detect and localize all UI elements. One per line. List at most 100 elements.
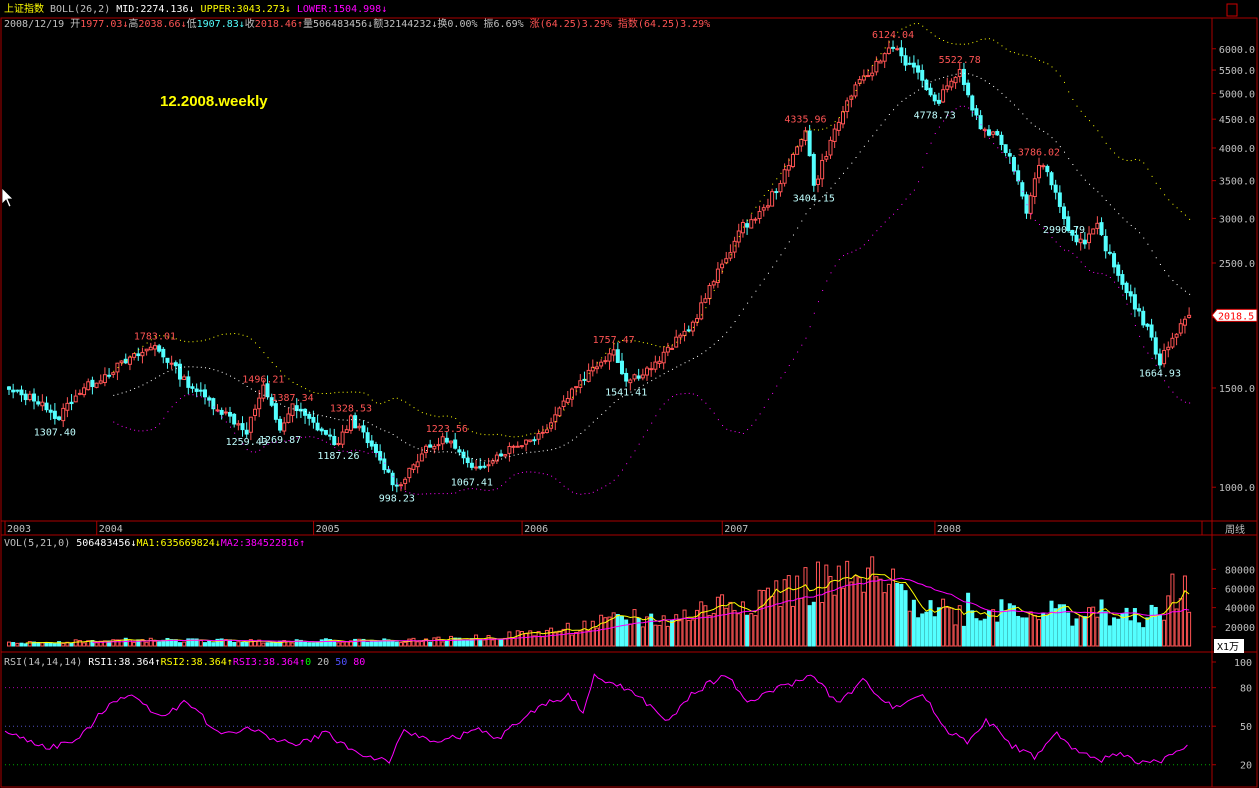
- candle-body: [461, 451, 466, 459]
- boll-lower-dot: [409, 492, 411, 494]
- boll-lower-dot: [909, 193, 911, 195]
- candles: [7, 40, 1192, 493]
- volume-bar: [69, 642, 74, 647]
- boll-upper-dot: [563, 409, 565, 411]
- volume-bar: [928, 600, 933, 647]
- boll-lower-dot: [284, 440, 286, 442]
- boll-upper-dot: [546, 427, 548, 429]
- boll-lower-dot: [788, 365, 790, 367]
- boll-lower-dot: [142, 430, 144, 432]
- boll-mid-dot: [167, 371, 169, 373]
- volume-bar: [1166, 595, 1171, 647]
- volume-bar: [636, 617, 641, 647]
- boll-lower-dot: [642, 436, 644, 438]
- volume-bar: [144, 641, 149, 647]
- boll-mid-dot: [868, 140, 870, 142]
- volume-bar: [1187, 611, 1192, 647]
- boll-lower-dot: [509, 477, 511, 479]
- boll-mid-dot: [367, 421, 369, 423]
- boll-lower-dot: [371, 451, 373, 453]
- candle-body: [228, 412, 233, 417]
- vol-unit-label: X1万: [1217, 642, 1239, 653]
- volume-bar: [82, 642, 87, 647]
- volume-bar: [728, 601, 733, 647]
- boll-lower-dot: [838, 259, 840, 261]
- price-badge-text: 2018.5: [1218, 311, 1254, 322]
- candle-body: [482, 465, 487, 468]
- volume-bar: [891, 568, 896, 647]
- boll-upper-dot: [580, 384, 582, 386]
- boll-lower-dot: [601, 487, 603, 489]
- boll-lower-dot: [492, 489, 494, 491]
- candle-body: [61, 407, 66, 422]
- boll-lower-dot: [271, 441, 273, 443]
- boll-upper-dot: [213, 336, 215, 338]
- boll-lower-dot: [325, 441, 327, 443]
- volume-bar: [866, 567, 871, 647]
- boll-upper-dot: [1189, 218, 1191, 220]
- boll-lower-dot: [513, 474, 515, 476]
- candle-body: [599, 361, 604, 367]
- watermark-title: 12.2008.weekly: [160, 93, 268, 110]
- candle-body: [928, 87, 933, 96]
- boll-upper-dot: [805, 131, 807, 133]
- volume-bar: [478, 638, 483, 647]
- candle-body: [1020, 182, 1025, 197]
- boll-mid-dot: [1180, 287, 1182, 289]
- boll-lower-dot: [655, 415, 657, 417]
- volume-bar: [1011, 605, 1016, 647]
- boll-mid-dot: [1043, 130, 1045, 132]
- boll-lower-dot: [901, 203, 903, 205]
- boll-upper-dot: [1034, 57, 1036, 59]
- boll-lower-dot: [1064, 249, 1066, 251]
- boll-upper-dot: [117, 367, 119, 369]
- boll-upper-dot: [767, 190, 769, 192]
- candle-body: [1078, 238, 1083, 244]
- boll-lower-dot: [209, 401, 211, 403]
- candle-body: [670, 347, 675, 350]
- boll-lower-dot: [375, 453, 377, 455]
- boll-lower-dot: [876, 230, 878, 232]
- volume-bar: [1016, 615, 1021, 647]
- boll-lower-dot: [538, 472, 540, 474]
- boll-lower-dot: [455, 492, 457, 494]
- boll-upper-dot: [409, 404, 411, 406]
- boll-upper-dot: [571, 396, 573, 398]
- boll-lower-dot: [184, 395, 186, 397]
- boll-mid-dot: [1068, 158, 1070, 160]
- candle-body: [899, 47, 904, 57]
- boll-upper-dot: [501, 434, 503, 436]
- boll-mid-dot: [751, 296, 753, 298]
- boll-lower-dot: [430, 493, 432, 495]
- candle-body: [845, 100, 850, 112]
- volume-bar: [123, 637, 128, 647]
- volume-bar: [378, 640, 383, 647]
- volume-bar: [1153, 606, 1158, 647]
- boll-mid-dot: [909, 94, 911, 96]
- boll-lower-dot: [305, 436, 307, 438]
- boll-lower-dot: [1026, 204, 1028, 206]
- boll-lower-dot: [1051, 237, 1053, 239]
- boll-upper-dot: [534, 432, 536, 434]
- candle-body: [815, 178, 820, 186]
- candle-body: [303, 408, 308, 416]
- boll-upper-dot: [1043, 61, 1045, 63]
- boll-upper-dot: [601, 357, 603, 359]
- price-tick-label: 6000.0: [1219, 45, 1255, 56]
- boll-mid-dot: [313, 413, 315, 415]
- boll-mid-dot: [388, 431, 390, 433]
- boll-upper: [113, 23, 1191, 438]
- boll-mid-dot: [505, 457, 507, 459]
- boll-lower-dot: [129, 428, 131, 430]
- boll-upper-dot: [559, 415, 561, 417]
- candle-body: [1124, 282, 1129, 294]
- volume-bar: [1182, 575, 1187, 647]
- candle-body: [1107, 251, 1112, 254]
- boll-upper-dot: [309, 390, 311, 392]
- boll-upper-dot: [496, 433, 498, 435]
- volume-bar: [44, 642, 49, 647]
- boll-lower-dot: [705, 402, 707, 404]
- rsi-line: [4, 673, 1188, 765]
- volume-ma1-line: [25, 573, 1190, 644]
- boll-lower-dot: [868, 239, 870, 241]
